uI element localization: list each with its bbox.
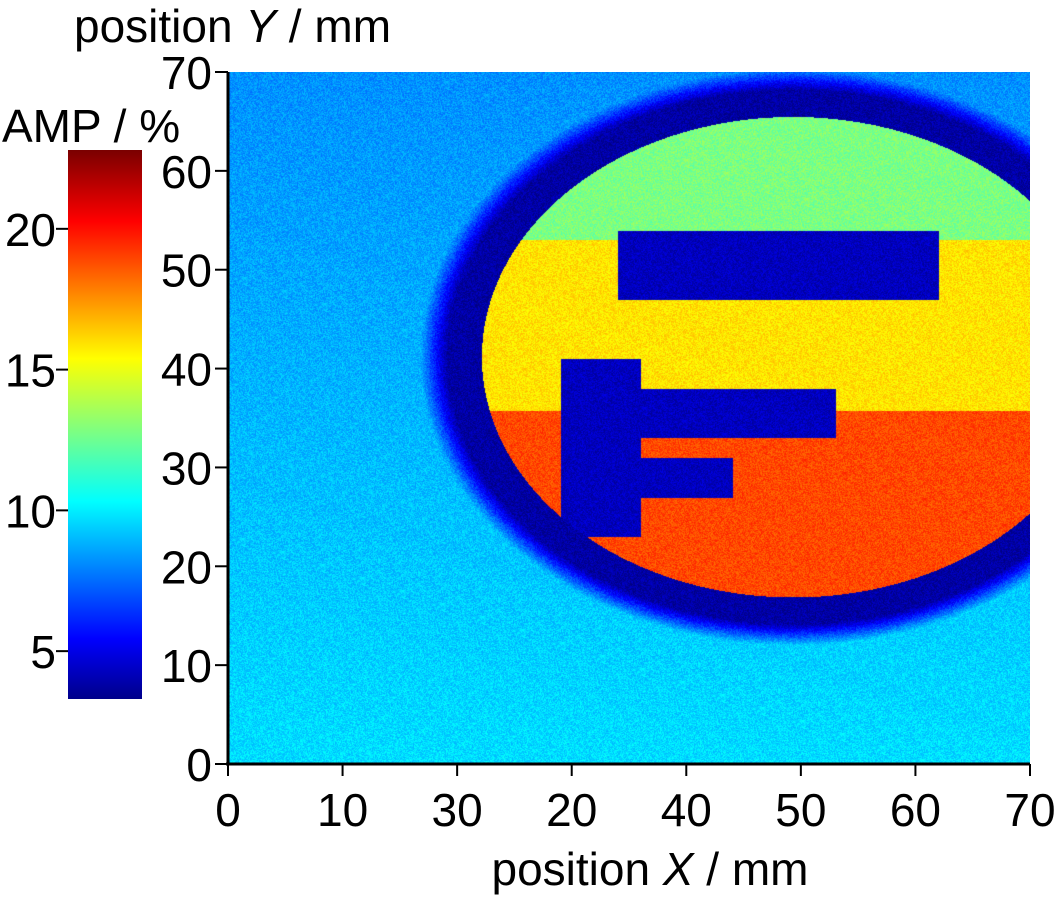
x-tick-label: 70 xyxy=(1004,784,1055,836)
colorbar-tick-label: 10 xyxy=(5,485,56,537)
x-tick-label: 30 xyxy=(432,784,483,836)
colorbar xyxy=(68,150,142,699)
y-tick-label: 50 xyxy=(161,245,212,297)
y-axis-label: position Y / mm xyxy=(74,0,391,52)
x-tick-label: 50 xyxy=(775,784,826,836)
y-tick-label: 10 xyxy=(161,640,212,692)
y-tick-label: 20 xyxy=(161,541,212,593)
x-tick-label: 40 xyxy=(661,784,712,836)
x-axis-label: position X / mm xyxy=(491,843,808,895)
x-tick-label: 10 xyxy=(317,784,368,836)
colorbar-tick-label: 5 xyxy=(30,626,56,678)
heatmap-plot-area xyxy=(228,72,1030,764)
heatmap-image xyxy=(228,72,1030,764)
colorbar-ticks: 5 10 15 20 xyxy=(5,204,68,678)
colorbar-label: AMP / % xyxy=(2,100,180,152)
colorbar-tick-label: 15 xyxy=(5,345,56,397)
x-axis-ticks: 0 10 30 20 40 50 60 70 xyxy=(215,764,1056,836)
x-tick-label: 20 xyxy=(546,784,597,836)
y-tick-label: 0 xyxy=(186,739,212,791)
y-tick-label: 70 xyxy=(161,47,212,99)
y-tick-label: 30 xyxy=(161,442,212,494)
colorbar-tick-label: 20 xyxy=(5,204,56,256)
y-tick-label: 40 xyxy=(161,344,212,396)
x-tick-label: 0 xyxy=(215,784,241,836)
y-tick-label: 60 xyxy=(161,146,212,198)
x-tick-label: 60 xyxy=(890,784,941,836)
y-axis-ticks: 0 10 20 30 40 50 60 70 xyxy=(161,47,228,791)
